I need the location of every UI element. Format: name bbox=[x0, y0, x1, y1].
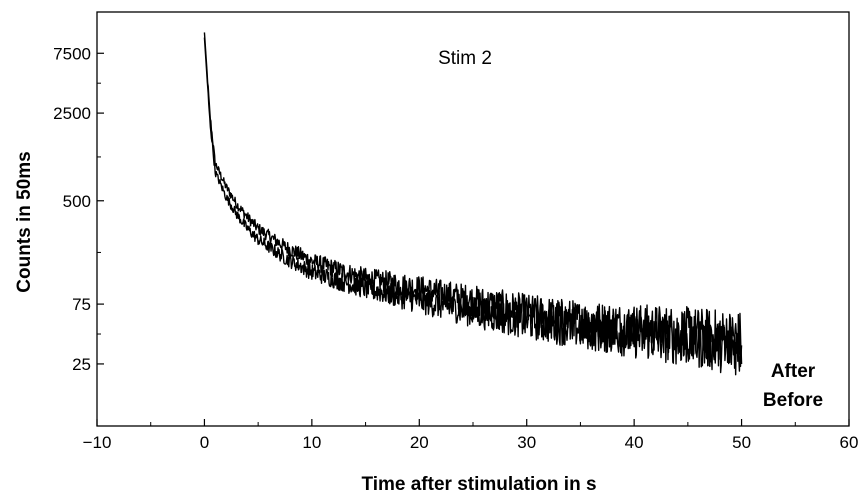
y-axis-title: Counts in 50ms bbox=[14, 151, 35, 292]
series-label-before: Before bbox=[763, 390, 823, 411]
x-tick-label: −10 bbox=[83, 433, 112, 452]
series-layer bbox=[203, 32, 743, 376]
series-line-after bbox=[203, 32, 743, 365]
series-line-before bbox=[203, 37, 743, 376]
x-tick-label: 20 bbox=[410, 433, 429, 452]
y-tick-label: 500 bbox=[63, 192, 91, 211]
series-label-after: After bbox=[771, 361, 816, 382]
x-tick-label: 40 bbox=[625, 433, 644, 452]
x-tick-label: 10 bbox=[302, 433, 321, 452]
y-tick-label: 75 bbox=[72, 295, 91, 314]
stim-annotation: Stim 2 bbox=[438, 48, 492, 69]
y-tick-label: 2500 bbox=[53, 104, 91, 123]
x-tick-label: 50 bbox=[732, 433, 751, 452]
axis-ticks bbox=[96, 52, 850, 426]
x-tick-label: 60 bbox=[840, 433, 859, 452]
x-tick-label: 30 bbox=[517, 433, 536, 452]
x-tick-label: 0 bbox=[200, 433, 209, 452]
x-axis-title: Time after stimulation in s bbox=[361, 474, 596, 495]
y-tick-label: 7500 bbox=[53, 44, 91, 63]
y-tick-label: 25 bbox=[72, 355, 91, 374]
